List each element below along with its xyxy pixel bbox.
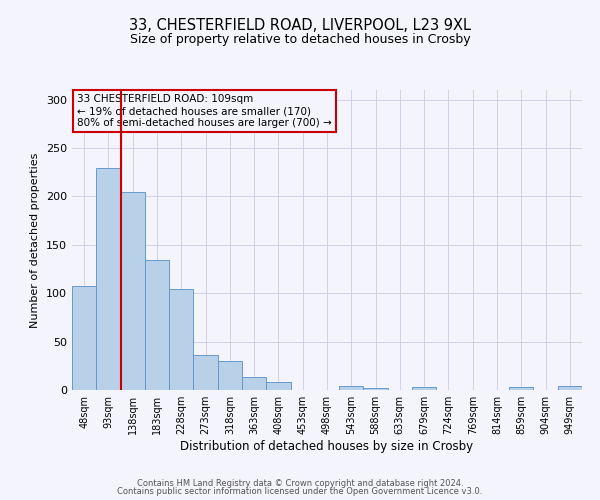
Bar bbox=[121, 192, 145, 390]
Bar bbox=[145, 260, 169, 390]
Text: 33 CHESTERFIELD ROAD: 109sqm
← 19% of detached houses are smaller (170)
80% of s: 33 CHESTERFIELD ROAD: 109sqm ← 19% of de… bbox=[77, 94, 332, 128]
Bar bbox=[364, 388, 388, 390]
Text: Size of property relative to detached houses in Crosby: Size of property relative to detached ho… bbox=[130, 32, 470, 46]
Bar bbox=[412, 387, 436, 390]
Bar bbox=[169, 290, 193, 390]
Text: Contains HM Land Registry data © Crown copyright and database right 2024.: Contains HM Land Registry data © Crown c… bbox=[137, 478, 463, 488]
Bar bbox=[558, 386, 582, 390]
Text: Contains public sector information licensed under the Open Government Licence v3: Contains public sector information licen… bbox=[118, 487, 482, 496]
Bar bbox=[242, 378, 266, 390]
Bar bbox=[218, 361, 242, 390]
Bar bbox=[339, 386, 364, 390]
Bar bbox=[193, 355, 218, 390]
Bar bbox=[509, 387, 533, 390]
Bar bbox=[72, 286, 96, 390]
Bar bbox=[266, 382, 290, 390]
Y-axis label: Number of detached properties: Number of detached properties bbox=[31, 152, 40, 328]
X-axis label: Distribution of detached houses by size in Crosby: Distribution of detached houses by size … bbox=[181, 440, 473, 453]
Text: 33, CHESTERFIELD ROAD, LIVERPOOL, L23 9XL: 33, CHESTERFIELD ROAD, LIVERPOOL, L23 9X… bbox=[129, 18, 471, 32]
Bar bbox=[96, 168, 121, 390]
